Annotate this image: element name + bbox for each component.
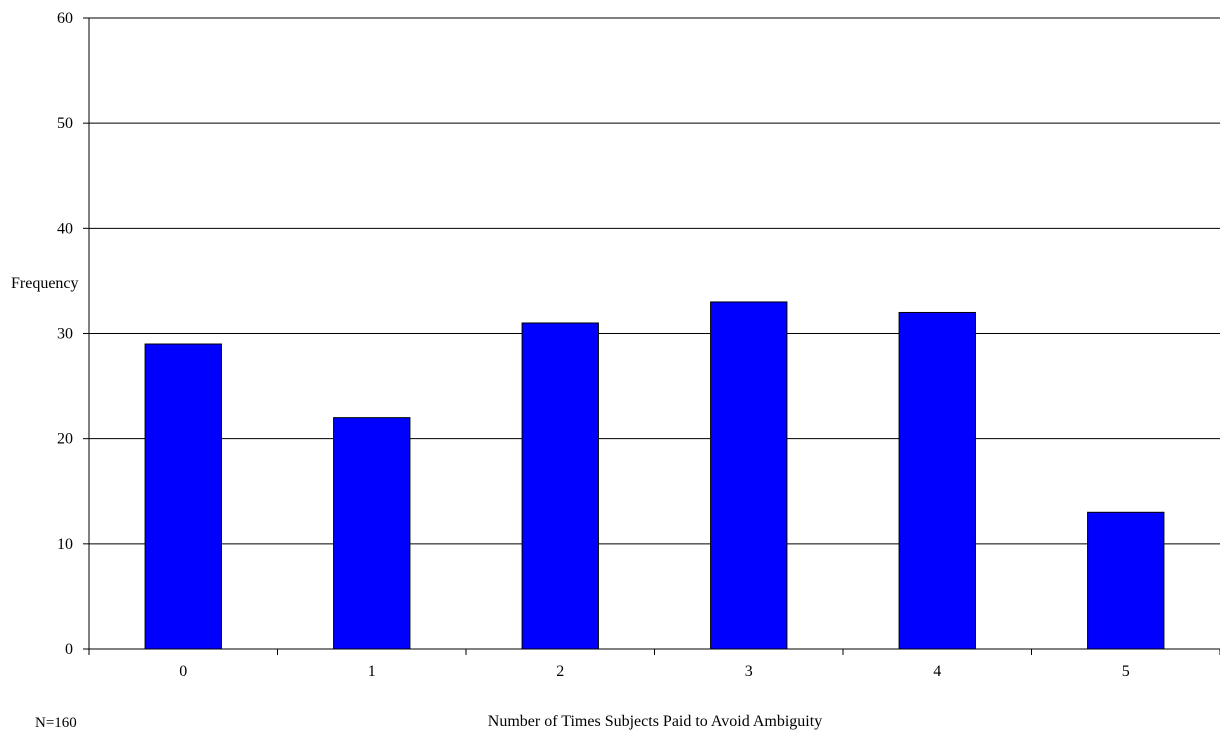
y-tick-label: 50 bbox=[57, 115, 73, 132]
y-tick-label: 0 bbox=[65, 641, 73, 658]
x-tick-label: 3 bbox=[745, 663, 753, 680]
x-tick-labels: 0 1 2 3 4 5 bbox=[179, 663, 1130, 680]
y-tick-label: 20 bbox=[57, 431, 73, 448]
y-tick-label: 60 bbox=[57, 10, 73, 27]
bar-1 bbox=[333, 417, 411, 650]
y-tick-label: 10 bbox=[57, 536, 73, 553]
bar-3 bbox=[710, 301, 788, 650]
x-tick-label: 5 bbox=[1122, 663, 1130, 680]
bar-4 bbox=[898, 311, 976, 650]
bar-5 bbox=[1087, 511, 1165, 650]
x-tick-label: 0 bbox=[179, 663, 187, 680]
y-tick-label: 40 bbox=[57, 220, 73, 237]
x-tick-label: 2 bbox=[556, 663, 564, 680]
bar-series bbox=[144, 301, 1165, 650]
x-tick-label: 1 bbox=[368, 663, 376, 680]
gridlines bbox=[89, 17, 1220, 545]
y-tick-labels: 0 10 20 30 40 50 60 bbox=[57, 10, 73, 658]
sample-size-note: N=160 bbox=[35, 715, 77, 731]
x-axis bbox=[88, 648, 1220, 655]
y-axis-label: Frequency bbox=[11, 275, 79, 292]
y-tick-label: 30 bbox=[57, 326, 73, 343]
y-axis bbox=[83, 17, 90, 650]
bar-0 bbox=[144, 343, 222, 650]
x-axis-label: Number of Times Subjects Paid to Avoid A… bbox=[488, 713, 822, 730]
bar-2 bbox=[521, 322, 599, 650]
x-tick-label: 4 bbox=[933, 663, 941, 680]
